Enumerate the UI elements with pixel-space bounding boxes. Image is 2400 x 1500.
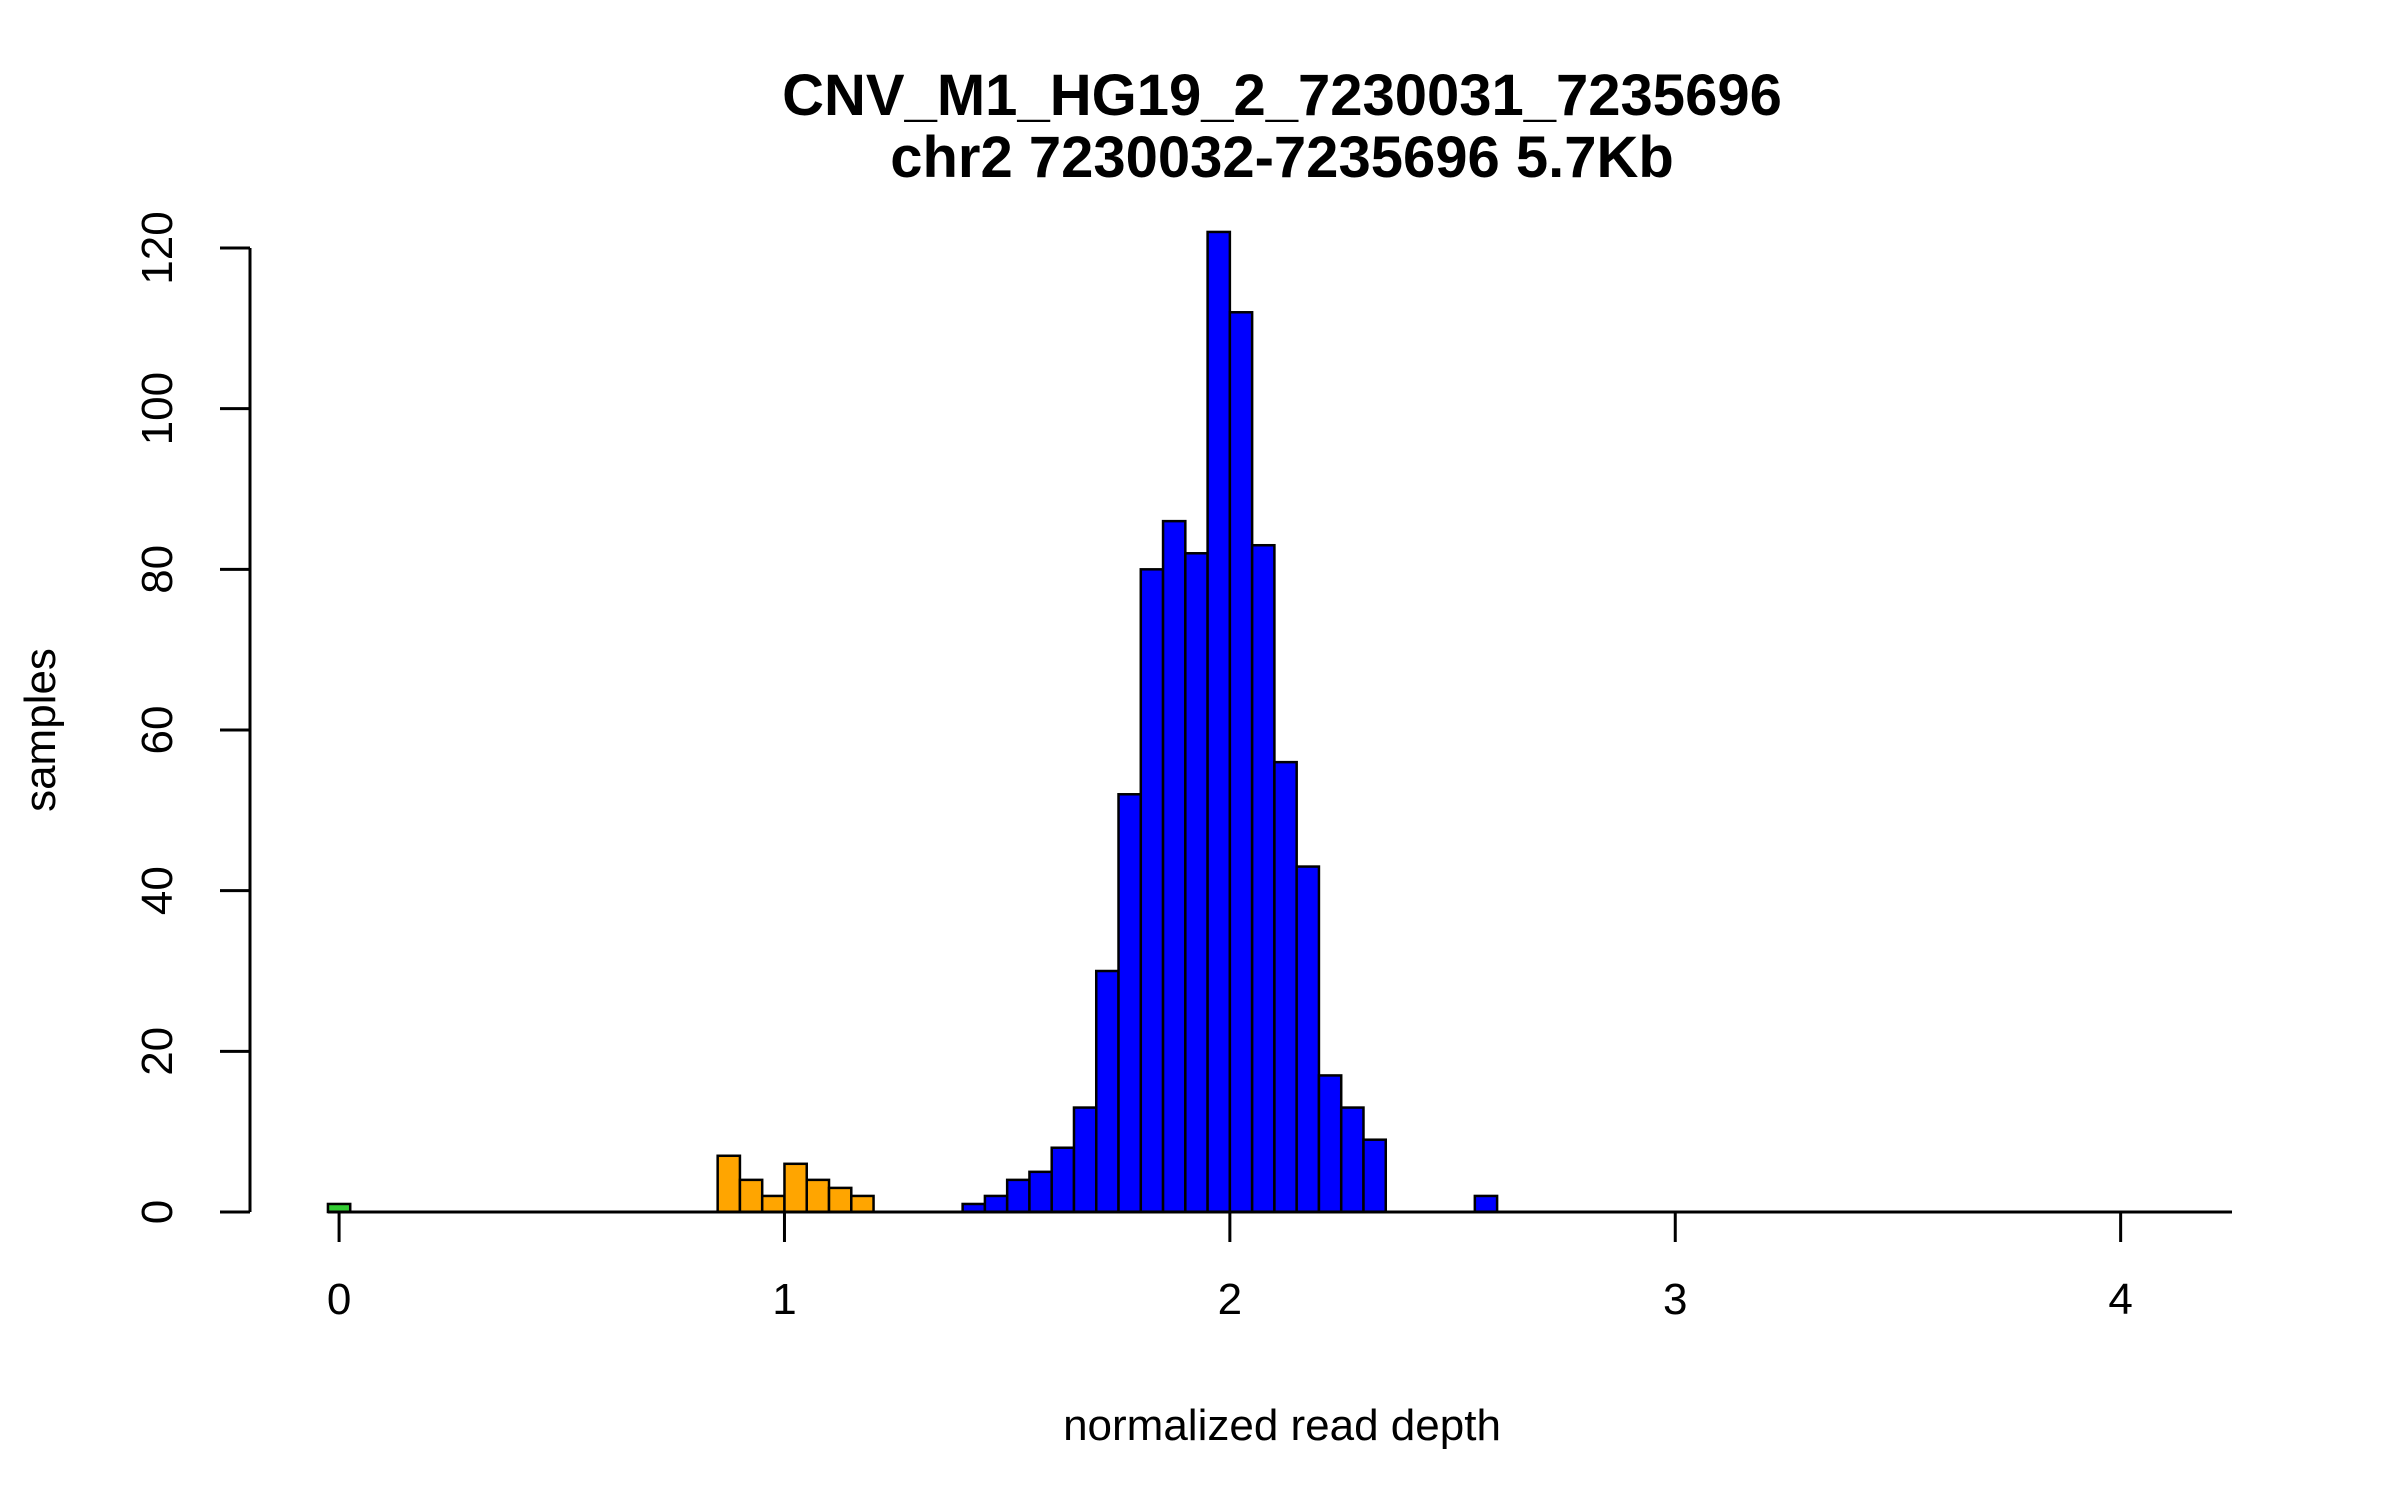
histogram-bar [1362,1138,1388,1214]
histogram-bar [1206,230,1232,1214]
histogram-bar [827,1186,853,1214]
histogram-bar [983,1194,1009,1214]
histogram-bar [716,1154,742,1214]
histogram-bar [1473,1194,1499,1214]
x-axis-label: normalized read depth [1063,1401,1501,1450]
histogram-bar [1072,1106,1098,1214]
histogram-bar [1339,1106,1365,1214]
histogram-bar [1161,519,1187,1214]
histogram-bar [783,1162,808,1214]
x-tick-label: 2 [1218,1275,1242,1324]
y-tick-label: 120 [133,211,182,284]
histogram-bar [850,1194,875,1214]
y-tick-label: 40 [133,866,182,915]
histogram-bar [1094,969,1120,1214]
chart-subtitle: chr2 7230032-7235696 5.7Kb [890,125,1674,190]
y-tick-label: 100 [133,372,182,445]
histogram-bar [805,1178,831,1214]
y-tick-label: 80 [133,545,182,594]
histogram-bar [1295,865,1321,1214]
histogram-bar [738,1178,764,1214]
chart-title: CNV_M1_HG19_2_7230031_7235696 [782,63,1782,128]
x-tick-label: 0 [327,1275,351,1324]
y-axis: 0 20 40 60 80 100 120 [133,211,252,1224]
histogram-bar [1228,311,1254,1214]
x-tick-label: 4 [2108,1275,2132,1324]
histogram-bar [1117,793,1143,1214]
histogram-bar [1028,1170,1053,1214]
histogram-bar [760,1194,786,1214]
histogram-bar [1273,760,1298,1214]
histogram-bar [1005,1178,1031,1214]
histogram-bar [1139,568,1165,1214]
y-axis-label: samples [16,648,65,812]
x-tick-label: 1 [772,1275,796,1324]
histogram-bars [326,230,1499,1214]
histogram-bar [1050,1146,1076,1214]
y-tick-label: 0 [133,1200,182,1224]
histogram-bar [1184,552,1209,1214]
histogram-bar [1250,543,1276,1214]
y-tick-label: 60 [133,706,182,755]
x-axis: 0 1 2 3 4 [327,1210,2133,1324]
x-tick-label: 3 [1663,1275,1687,1324]
y-tick-label: 20 [133,1027,182,1076]
histogram-bar [1317,1074,1343,1214]
